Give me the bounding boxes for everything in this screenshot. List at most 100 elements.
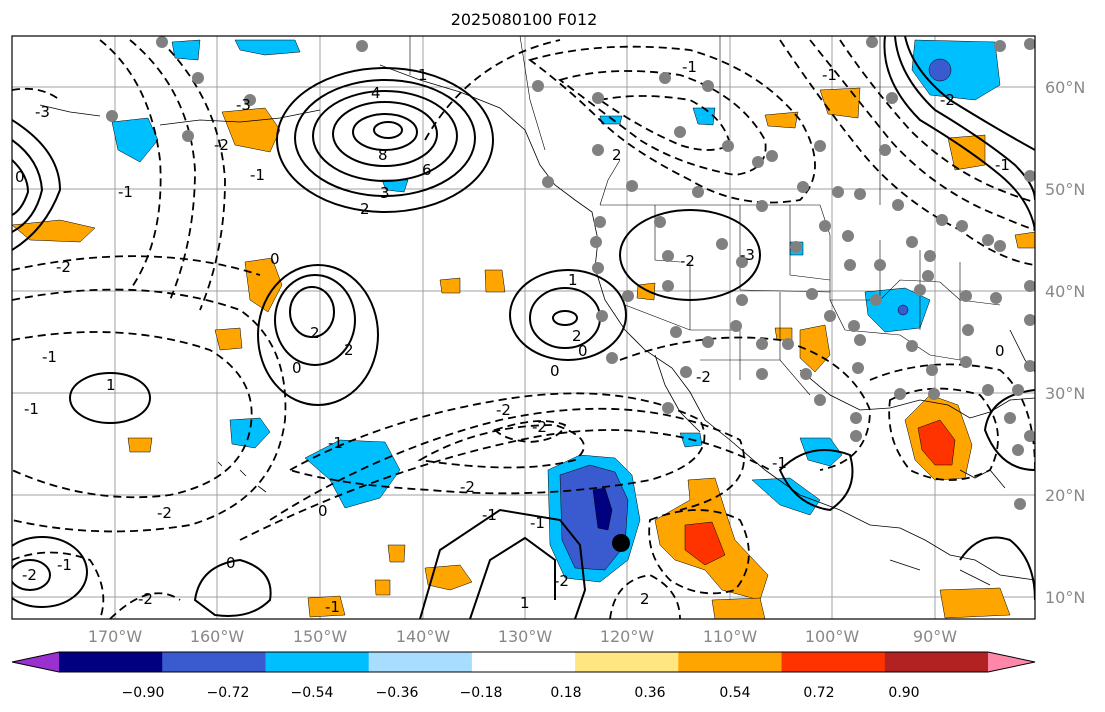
contour-label: -1 bbox=[482, 506, 497, 524]
colorbar-segment bbox=[781, 652, 886, 672]
contour-label: 2 bbox=[310, 324, 320, 342]
longitude-label: 100°W bbox=[805, 627, 860, 646]
colorbar-tick-label: −0.18 bbox=[460, 685, 503, 701]
longitude-label: 160°W bbox=[190, 627, 245, 646]
longitude-label: 90°W bbox=[913, 627, 957, 646]
contour-label: -1 bbox=[250, 166, 265, 184]
latitude-label: 40°N bbox=[1045, 282, 1085, 301]
contour-label: -2 bbox=[56, 258, 71, 276]
contour-label: 2 bbox=[612, 146, 622, 164]
colorbar-tick-labels: −0.90 −0.72 −0.54 −0.36 −0.18 0.18 0.36 … bbox=[122, 685, 920, 701]
map-frame bbox=[11, 35, 1036, 620]
contour-label: -1 bbox=[328, 434, 343, 452]
graticule bbox=[12, 36, 1035, 619]
contour-label: -2 bbox=[940, 91, 955, 109]
contour-label: 0 bbox=[995, 342, 1005, 360]
colorbar-segment bbox=[575, 652, 679, 672]
shaded-positive-regions bbox=[12, 87, 1035, 619]
colorbar-extend-high bbox=[988, 652, 1035, 672]
contour-label: -1 bbox=[42, 348, 57, 366]
contour-label: -2 bbox=[214, 136, 229, 154]
latitude-label: 10°N bbox=[1045, 588, 1085, 607]
contour-label: 1 bbox=[418, 66, 428, 84]
colorbar-tick-label: −0.36 bbox=[376, 685, 419, 701]
colorbar-segment bbox=[678, 652, 783, 672]
contour-label: -2 bbox=[680, 252, 695, 270]
map-panel: 4 8 6 3 2 0 -1 -2 -3 1 2 0 -2 -3 0 -1 1 … bbox=[12, 36, 1035, 619]
colorbar-extend-low bbox=[12, 652, 59, 672]
colorbar-tick-label: −0.90 bbox=[122, 685, 165, 701]
colorbar-segment bbox=[471, 652, 576, 672]
contour-label: 8 bbox=[378, 146, 388, 164]
contour-label: 0 bbox=[292, 359, 302, 377]
contour-label: -1 bbox=[24, 400, 39, 418]
contour-label: 0 bbox=[318, 502, 328, 520]
contour-label: -3 bbox=[35, 103, 50, 121]
map-title: 2025080100 F012 bbox=[450, 10, 598, 29]
contour-label: -2 bbox=[157, 504, 172, 522]
contour-label: -1 bbox=[118, 183, 133, 201]
contour-label: 0 bbox=[226, 554, 236, 572]
longitude-label: 150°W bbox=[293, 627, 348, 646]
colorbar-segment bbox=[162, 652, 266, 672]
contour-label: -1 bbox=[325, 598, 340, 616]
contour-labels: 4 8 6 3 2 0 -1 -2 -3 1 2 0 -2 -3 0 -1 1 … bbox=[15, 58, 1010, 616]
colorbar-segment bbox=[368, 652, 473, 672]
latitude-label: 30°N bbox=[1045, 384, 1085, 403]
contour-label: 0 bbox=[550, 362, 560, 380]
contour-label: -3 bbox=[740, 246, 755, 264]
colorbar-outline bbox=[11, 651, 1036, 673]
contour-label: -1 bbox=[530, 514, 545, 532]
contour-label: -3 bbox=[236, 96, 251, 114]
storm-center-marker bbox=[612, 534, 630, 552]
longitude-label: 140°W bbox=[396, 627, 451, 646]
colorbar-tick-label: −0.72 bbox=[207, 685, 250, 701]
latitude-label: 60°N bbox=[1045, 78, 1085, 97]
contour-label: 4 bbox=[371, 84, 381, 102]
contour-label: -1 bbox=[822, 66, 837, 84]
colorbar-segment bbox=[265, 652, 370, 672]
contour-label: 0 bbox=[15, 168, 25, 186]
coastlines bbox=[39, 64, 1035, 586]
contour-label: 2 bbox=[640, 590, 650, 608]
latitude-label: 50°N bbox=[1045, 180, 1085, 199]
colorbar-tick-label: 0.90 bbox=[888, 685, 919, 701]
contour-label: 1 bbox=[106, 376, 116, 394]
latitude-label: 20°N bbox=[1045, 486, 1085, 505]
contour-label: 2 bbox=[360, 200, 370, 218]
contour-label: 6 bbox=[422, 161, 432, 179]
latitude-axis-labels: 60°N 50°N 40°N 30°N 20°N 10°N bbox=[1045, 78, 1085, 607]
contour-label: -2 bbox=[532, 418, 547, 436]
contour-label: 0 bbox=[270, 250, 280, 268]
longitude-label: 120°W bbox=[600, 627, 655, 646]
contour-label: -2 bbox=[22, 566, 37, 584]
colorbar-segment bbox=[59, 652, 163, 672]
contour-label: 1 bbox=[568, 271, 578, 289]
longitude-label: 170°W bbox=[88, 627, 143, 646]
colorbar-tick-label: 0.18 bbox=[550, 685, 581, 701]
contour-label: -2 bbox=[496, 401, 511, 419]
colorbar-segment bbox=[884, 652, 989, 672]
contour-label: -1 bbox=[57, 556, 72, 574]
observation-points bbox=[106, 36, 1035, 510]
contour-label: 1 bbox=[520, 594, 530, 612]
contour-label: 2 bbox=[344, 341, 354, 359]
contour-label: -1 bbox=[995, 156, 1010, 174]
longitude-label: 130°W bbox=[498, 627, 553, 646]
contour-label: 3 bbox=[380, 184, 390, 202]
contour-label: -1 bbox=[772, 454, 787, 472]
contour-label: 0 bbox=[578, 342, 588, 360]
colorbar-tick-label: 0.36 bbox=[634, 685, 665, 701]
colorbar-tick-label: 0.54 bbox=[719, 685, 750, 701]
colorbar-tick-label: −0.54 bbox=[291, 685, 334, 701]
longitude-label: 110°W bbox=[703, 627, 758, 646]
contour-label: -2 bbox=[696, 368, 711, 386]
colorbar bbox=[11, 651, 1036, 673]
contour-label: -1 bbox=[682, 58, 697, 76]
contour-label: -2 bbox=[460, 478, 475, 496]
colorbar-tick-label: 0.72 bbox=[803, 685, 834, 701]
contour-label: -2 bbox=[138, 590, 153, 608]
contour-label: 2 bbox=[572, 327, 582, 345]
contour-label: -2 bbox=[554, 572, 569, 590]
